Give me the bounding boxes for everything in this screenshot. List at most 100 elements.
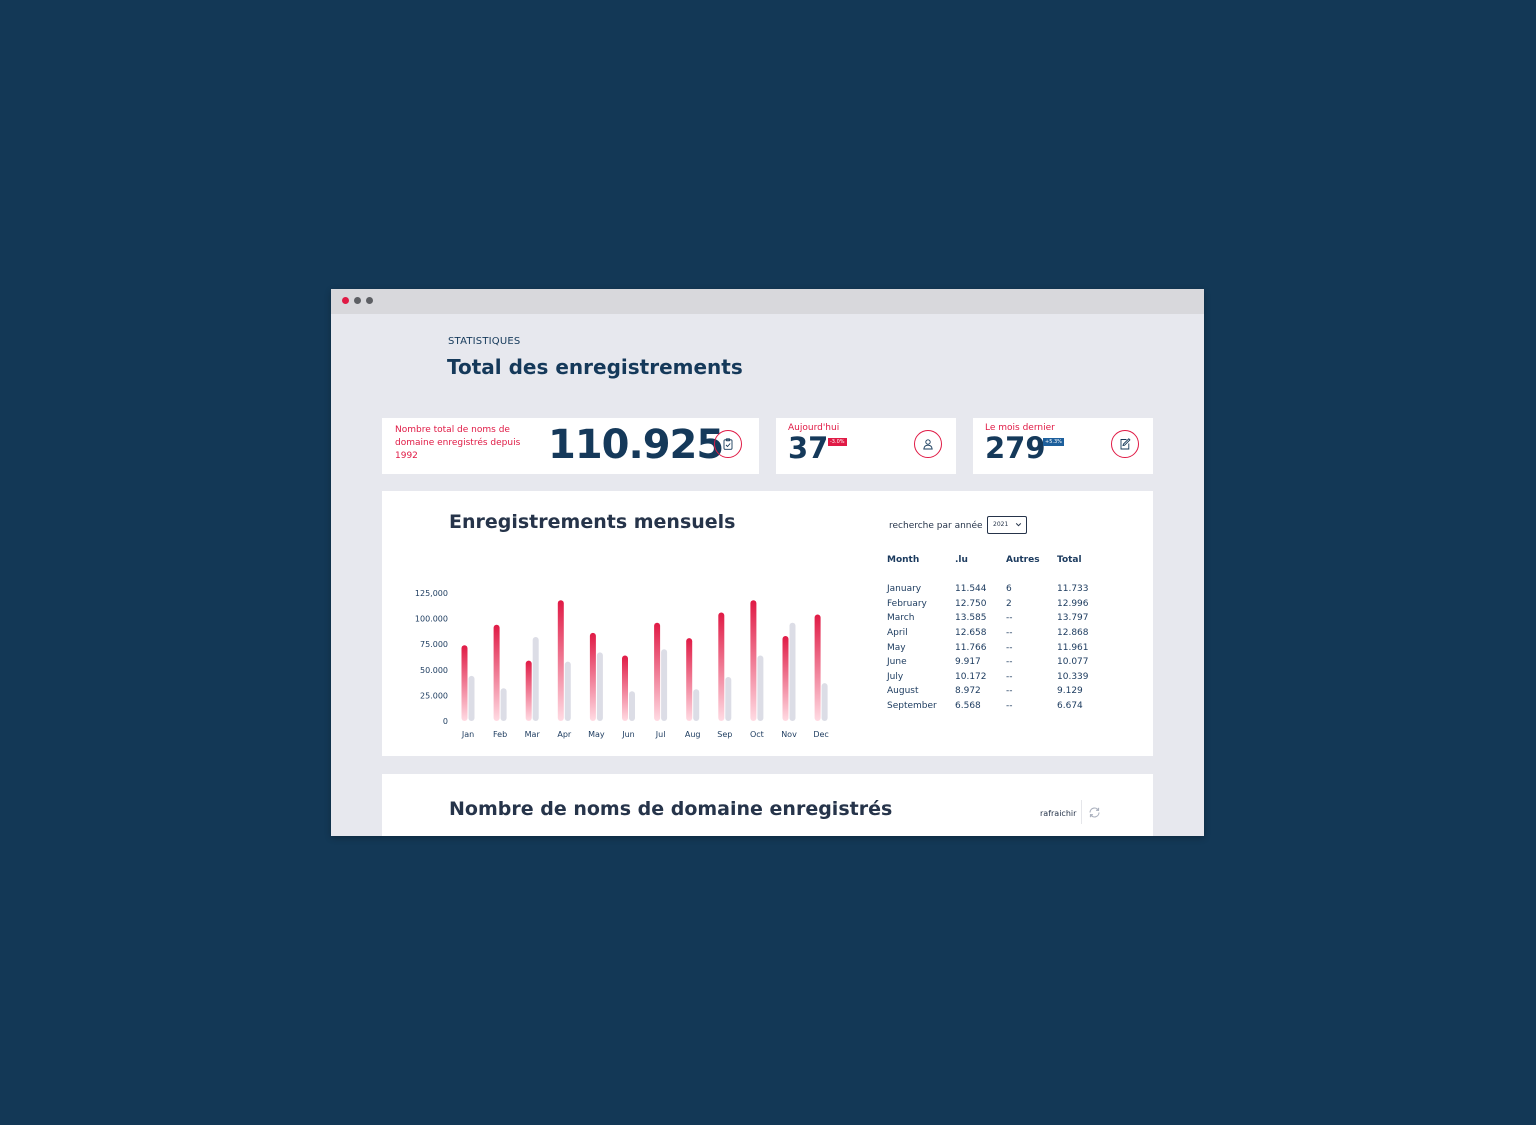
- cell-lu: 12.658: [955, 628, 987, 639]
- cell-month: April: [887, 628, 908, 639]
- cell-month: May: [887, 642, 906, 653]
- cell-month: August: [887, 686, 919, 697]
- cell-total: 6.674: [1057, 701, 1083, 712]
- x-tick-label: Jan: [461, 730, 474, 739]
- bar-red: [525, 660, 532, 721]
- monthly-bar-chart: 0 25.000 50.000 75.000 100.000 125,000 Jan Feb M…: [415, 589, 829, 739]
- cell-month: March: [887, 613, 915, 624]
- x-tick-label: Jun: [621, 730, 635, 739]
- minimize-dot[interactable]: [354, 297, 361, 304]
- kpi-last-month-label: Le mois dernier: [985, 423, 1055, 433]
- y-tick-label: 25.000: [420, 691, 448, 700]
- x-tick-label: Apr: [557, 730, 572, 739]
- clipboard-check-icon[interactable]: [714, 430, 742, 458]
- bar-red: [589, 632, 596, 721]
- kpi-last-month-value: 279: [985, 431, 1046, 465]
- domains-title: Nombre de noms de domaine enregistrés: [449, 798, 893, 820]
- y-tick-label: 75.000: [420, 640, 448, 649]
- chevron-down-icon: [1015, 523, 1022, 527]
- y-tick-label: 50.000: [420, 666, 448, 675]
- cell-month: September: [887, 701, 937, 712]
- bar-gray: [693, 689, 700, 721]
- cell-total: 9.129: [1057, 686, 1083, 697]
- kpi-card-today: Aujourd'hui 37 -3.0%: [776, 418, 956, 474]
- bar-red: [814, 614, 821, 721]
- x-tick-label: Mar: [525, 730, 541, 739]
- table-row: June 9.917 -- 10.077: [887, 655, 1107, 670]
- kpi-total-value: 110.925: [548, 422, 724, 468]
- bar-red: [750, 600, 757, 721]
- table-row: May 11.766 -- 11.961: [887, 640, 1107, 655]
- bar-red: [782, 636, 789, 721]
- col-lu-header: .lu: [955, 555, 968, 565]
- refresh-button[interactable]: [1081, 800, 1106, 824]
- monthly-title: Enregistrements mensuels: [449, 511, 736, 533]
- x-tick-label: Feb: [493, 730, 507, 739]
- x-tick-label: Sep: [717, 730, 732, 739]
- cell-others: 6: [1006, 584, 1012, 595]
- bar-gray: [661, 649, 668, 721]
- cell-lu: 12.750: [955, 598, 987, 609]
- cell-lu: 9.917: [955, 657, 981, 668]
- bar-gray: [532, 637, 539, 721]
- bar-gray: [725, 677, 732, 721]
- cell-month: July: [887, 671, 904, 682]
- col-total-header: Total: [1057, 555, 1082, 565]
- x-tick-label: Nov: [781, 730, 797, 739]
- page-eyebrow: STATISTIQUES: [448, 336, 521, 347]
- cell-others: --: [1006, 701, 1013, 712]
- bar-gray: [468, 675, 475, 721]
- table-row: April 12.658 -- 12.868: [887, 626, 1107, 641]
- kpi-today-badge: -3.0%: [828, 438, 847, 446]
- monthly-table: Month .lu Autres Total January 11.544 6 11.…: [887, 553, 1107, 713]
- user-icon[interactable]: [914, 430, 942, 458]
- note-edit-icon[interactable]: [1111, 430, 1139, 458]
- cell-others: --: [1006, 642, 1013, 653]
- cell-month: February: [887, 598, 927, 609]
- cell-others: --: [1006, 671, 1013, 682]
- table-row: July 10.172 -- 10.339: [887, 670, 1107, 685]
- kpi-today-label: Aujourd'hui: [788, 423, 840, 433]
- cell-total: 11.961: [1057, 642, 1089, 653]
- cell-others: --: [1006, 657, 1013, 668]
- cell-others: --: [1006, 613, 1013, 624]
- col-others-header: Autres: [1006, 555, 1040, 565]
- close-dot[interactable]: [342, 297, 349, 304]
- bar-red: [654, 622, 661, 721]
- table-row: January 11.544 6 11.733: [887, 582, 1107, 597]
- table-row: February 12.750 2 12.996: [887, 597, 1107, 612]
- cell-lu: 10.172: [955, 671, 987, 682]
- cell-lu: 11.544: [955, 584, 987, 595]
- col-month-header: Month: [887, 555, 920, 565]
- cell-total: 12.996: [1057, 598, 1089, 609]
- bar-gray: [564, 661, 571, 721]
- year-select[interactable]: 2021: [987, 516, 1027, 534]
- x-tick-label: May: [588, 730, 605, 739]
- cell-lu: 6.568: [955, 701, 981, 712]
- bar-red: [718, 612, 725, 721]
- cell-total: 12.868: [1057, 628, 1089, 639]
- year-search-label: recherche par année: [889, 521, 983, 531]
- cell-month: June: [887, 657, 907, 668]
- cell-others: --: [1006, 686, 1013, 697]
- cell-total: 13.797: [1057, 613, 1089, 624]
- window-titlebar: [331, 289, 1204, 314]
- table-header-row: Month .lu Autres Total: [887, 553, 1107, 582]
- x-tick-label: Oct: [750, 730, 764, 739]
- year-select-value: 2021: [993, 521, 1009, 528]
- maximize-dot[interactable]: [366, 297, 373, 304]
- bar-gray: [500, 688, 507, 721]
- bar-gray: [789, 622, 796, 721]
- bar-red: [557, 600, 564, 721]
- cell-total: 10.077: [1057, 657, 1089, 668]
- kpi-last-month-badge: +5.3%: [1043, 438, 1064, 446]
- table-row: August 8.972 -- 9.129: [887, 684, 1107, 699]
- table-row: March 13.585 -- 13.797: [887, 611, 1107, 626]
- y-tick-label: 100.000: [415, 615, 448, 624]
- refresh-icon: [1089, 807, 1100, 818]
- page-title: Total des enregistrements: [447, 355, 743, 379]
- domains-card: Nombre de noms de domaine enregistrés ra…: [382, 774, 1153, 836]
- kpi-total-label: Nombre total de noms de domaine enregist…: [395, 425, 521, 461]
- refresh-label: rafraichir: [1040, 809, 1077, 818]
- y-tick-label: 0: [443, 717, 448, 726]
